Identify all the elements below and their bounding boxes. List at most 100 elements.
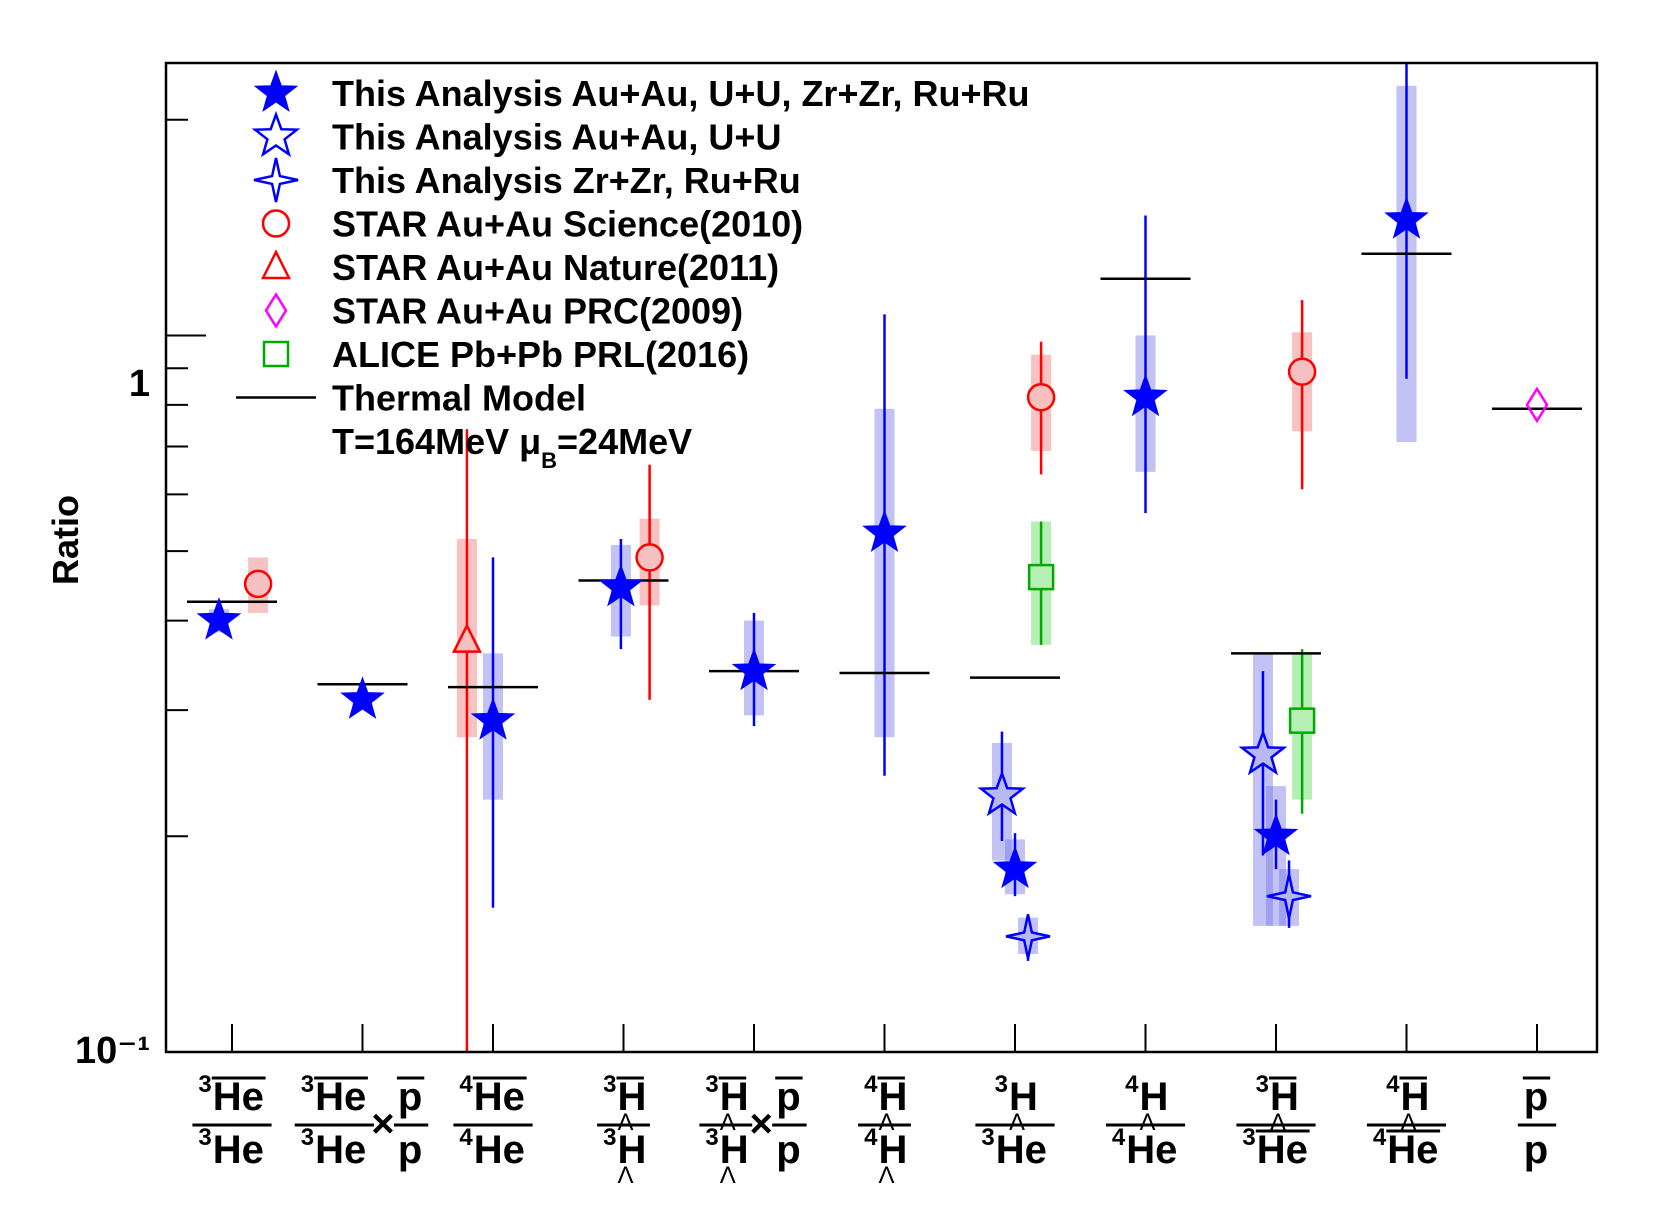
- category-label-part: 3: [301, 1071, 314, 1098]
- marker-s3-p1: [635, 543, 664, 572]
- category-label-part: 3: [198, 1124, 211, 1151]
- category-label-part: 4: [864, 1071, 878, 1098]
- category-label-part: 3: [1256, 1071, 1269, 1098]
- category-label-part: H: [879, 1075, 908, 1119]
- category-label-part: He: [315, 1128, 366, 1172]
- marker-s0-p2: [470, 697, 516, 740]
- legend-marker-0: [253, 69, 299, 112]
- category-label-part: Λ: [1270, 1109, 1286, 1136]
- x-label-10: pp: [1517, 1075, 1557, 1172]
- category-label-part: 4: [1373, 1124, 1387, 1151]
- category-label-part: Λ: [720, 1109, 736, 1136]
- category-label-part: 3: [301, 1124, 314, 1151]
- category-label-part: p: [776, 1075, 800, 1119]
- x-label-1: 3 He3 He×pp: [294, 1071, 429, 1172]
- category-label-part: Λ: [879, 1162, 895, 1189]
- legend-marker-4: [260, 249, 292, 280]
- legend-label-6: ALICE Pb+Pb PRL(2016): [332, 334, 749, 375]
- legend-label-2: This Analysis Zr+Zr, Ru+Ru: [332, 160, 801, 201]
- category-label-part: He: [213, 1075, 264, 1119]
- legend-marker-5: [264, 292, 288, 329]
- marker-s0-p9: [1384, 196, 1429, 239]
- marker-s1-p0: [977, 769, 1027, 817]
- marker-s6-p1: [1288, 707, 1316, 734]
- marker-s0-p1: [340, 676, 385, 719]
- category-label-part: 3: [1242, 1124, 1255, 1151]
- axes: [164, 61, 1599, 1054]
- category-label-part: 4: [459, 1071, 473, 1098]
- marker-s5-p0: [1525, 386, 1549, 424]
- data-markers: [196, 196, 1549, 959]
- category-label-part: 3: [603, 1071, 616, 1098]
- x-label-2: 4 He4 He: [453, 1071, 533, 1172]
- category-label-part: 4: [1125, 1071, 1139, 1098]
- x-label-0: 3 He3 He: [192, 1071, 272, 1172]
- category-label-part: H: [618, 1128, 647, 1172]
- category-label-part: Λ: [1140, 1109, 1156, 1136]
- category-label-part: Λ: [1401, 1109, 1417, 1136]
- y-tick-labels: 1 10⁻¹: [75, 363, 150, 1072]
- category-label-part: 4: [1386, 1071, 1400, 1098]
- legend-label-0: This Analysis Au+Au, U+U, Zr+Zr, Ru+Ru: [332, 73, 1029, 114]
- legend-label-7: Thermal Model: [332, 378, 586, 419]
- category-label-part: H: [1270, 1075, 1299, 1119]
- y-axis-label: Ratio: [45, 495, 86, 585]
- category-label-part: 4: [459, 1124, 473, 1151]
- category-label-part: He: [474, 1128, 525, 1172]
- marker-s0-p3: [598, 563, 644, 607]
- category-label-part: H: [1401, 1075, 1430, 1119]
- marker-s0-p0: [196, 597, 242, 640]
- marker-s2-p1: [1266, 873, 1312, 919]
- category-label-part: H: [879, 1128, 908, 1172]
- category-label-part: 3: [198, 1071, 211, 1098]
- marker-s0-p8: [1253, 812, 1299, 856]
- category-label-part: Λ: [879, 1109, 895, 1136]
- legend-marker-1: [251, 110, 301, 158]
- marker-s0-p7: [1123, 373, 1168, 417]
- y-tick-label-0.1: 10⁻¹: [75, 1030, 150, 1072]
- legend-marker-6: [262, 340, 290, 368]
- marker-s6-p0: [1027, 563, 1055, 591]
- category-label-part: 3: [981, 1124, 994, 1151]
- marker-s3-p0: [243, 569, 273, 599]
- legend-label-3: STAR Au+Au Science(2010): [332, 204, 803, 245]
- category-label-part: He: [474, 1075, 525, 1119]
- category-label-part: p: [398, 1128, 422, 1172]
- category-label-part: p: [1524, 1128, 1548, 1172]
- times-sign: ×: [750, 1102, 773, 1146]
- legend-marker-2: [253, 157, 299, 203]
- legend-label-1: This Analysis Au+Au, U+U: [332, 117, 781, 158]
- category-label-part: H: [720, 1075, 749, 1119]
- category-label-part: 4: [864, 1124, 878, 1151]
- category-label-part: 3: [705, 1071, 718, 1098]
- times-sign: ×: [371, 1102, 394, 1146]
- marker-s0-p5: [862, 509, 907, 552]
- category-label-part: Λ: [1009, 1109, 1025, 1136]
- marker-s0-p6: [992, 845, 1038, 889]
- marker-s0-p4: [731, 647, 777, 691]
- category-label-part: 3: [603, 1124, 616, 1151]
- marker-s3-p2: [1026, 382, 1056, 412]
- category-label-part: H: [1009, 1075, 1038, 1119]
- category-label-part: p: [1524, 1075, 1548, 1119]
- category-label-part: 4: [1112, 1124, 1126, 1151]
- category-label-part: 3: [705, 1124, 718, 1151]
- marker-s3-p3: [1287, 357, 1317, 386]
- category-label-part: He: [1126, 1128, 1177, 1172]
- category-label-part: H: [1140, 1075, 1169, 1119]
- marker-s2-p0: [1005, 914, 1051, 959]
- category-label-part: Λ: [618, 1162, 634, 1189]
- category-label-part: He: [996, 1128, 1047, 1172]
- thermal-model-lines: [187, 252, 1582, 689]
- category-label-part: He: [315, 1075, 366, 1119]
- x-category-labels: 3 He3 He3 He3 He×pp4 He4 He3ΛH3ΛH3ΛH3ΛH×pp4ΛH4…: [192, 1071, 1557, 1189]
- marker-s4-p0: [451, 622, 482, 653]
